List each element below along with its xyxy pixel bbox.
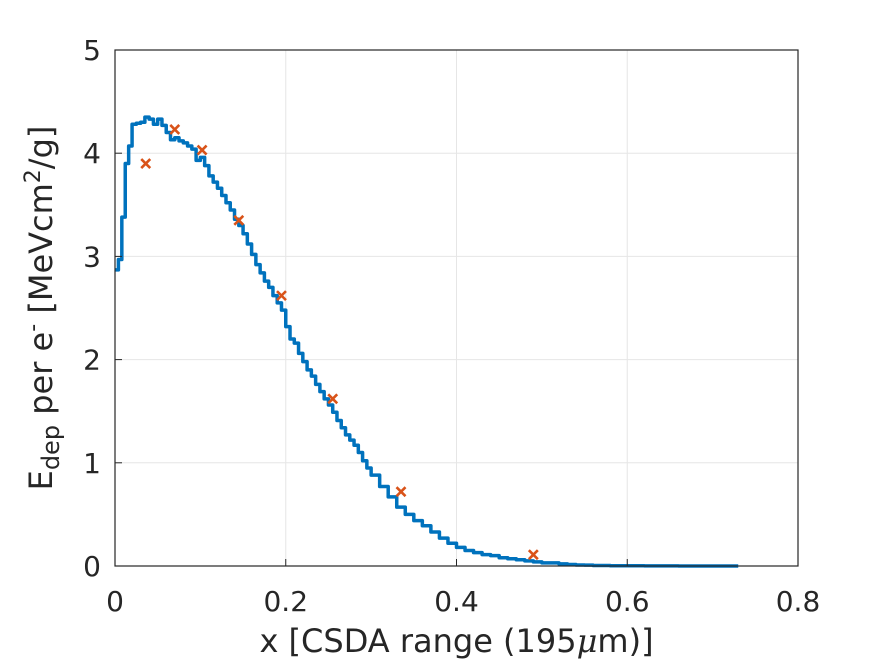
y-tick-label: 1 [83, 447, 101, 480]
y-tick-label: 2 [83, 344, 101, 377]
y-tick-label: 4 [83, 137, 101, 170]
y-tick-label: 0 [83, 550, 101, 583]
data-point-marker [276, 290, 287, 302]
data-point-marker [196, 144, 208, 156]
data-point-marker [140, 158, 152, 169]
y-tick-label: 3 [83, 240, 101, 273]
x-tick-label: 0.2 [263, 585, 308, 618]
data-point-marker [169, 124, 181, 135]
y-axis-label: Edep per e- [MeVcm2/g] [21, 126, 66, 491]
grid-lines [114, 49, 799, 567]
x-tick-label: 0 [106, 585, 124, 618]
x-tick-label: 0.4 [434, 585, 479, 618]
data-point-marker [395, 486, 407, 498]
data-point-marker [527, 549, 539, 561]
x-tick-label: 0.8 [776, 585, 821, 618]
x-tick-label: 0.6 [605, 585, 650, 618]
svg-text:Edep per e- [MeVcm2/g]: Edep per e- [MeVcm2/g] [21, 126, 66, 491]
data-point-marker [327, 393, 339, 405]
data-point-marker [233, 214, 245, 226]
x-axis-label: x [CSDA range (195μm)] [259, 622, 653, 660]
plot-series [115, 115, 739, 568]
y-tick-label: 5 [83, 34, 101, 67]
tick-labels: 0 0.2 0.4 0.6 0.8 0 1 2 3 4 5 [83, 34, 820, 618]
series-line [115, 115, 739, 568]
